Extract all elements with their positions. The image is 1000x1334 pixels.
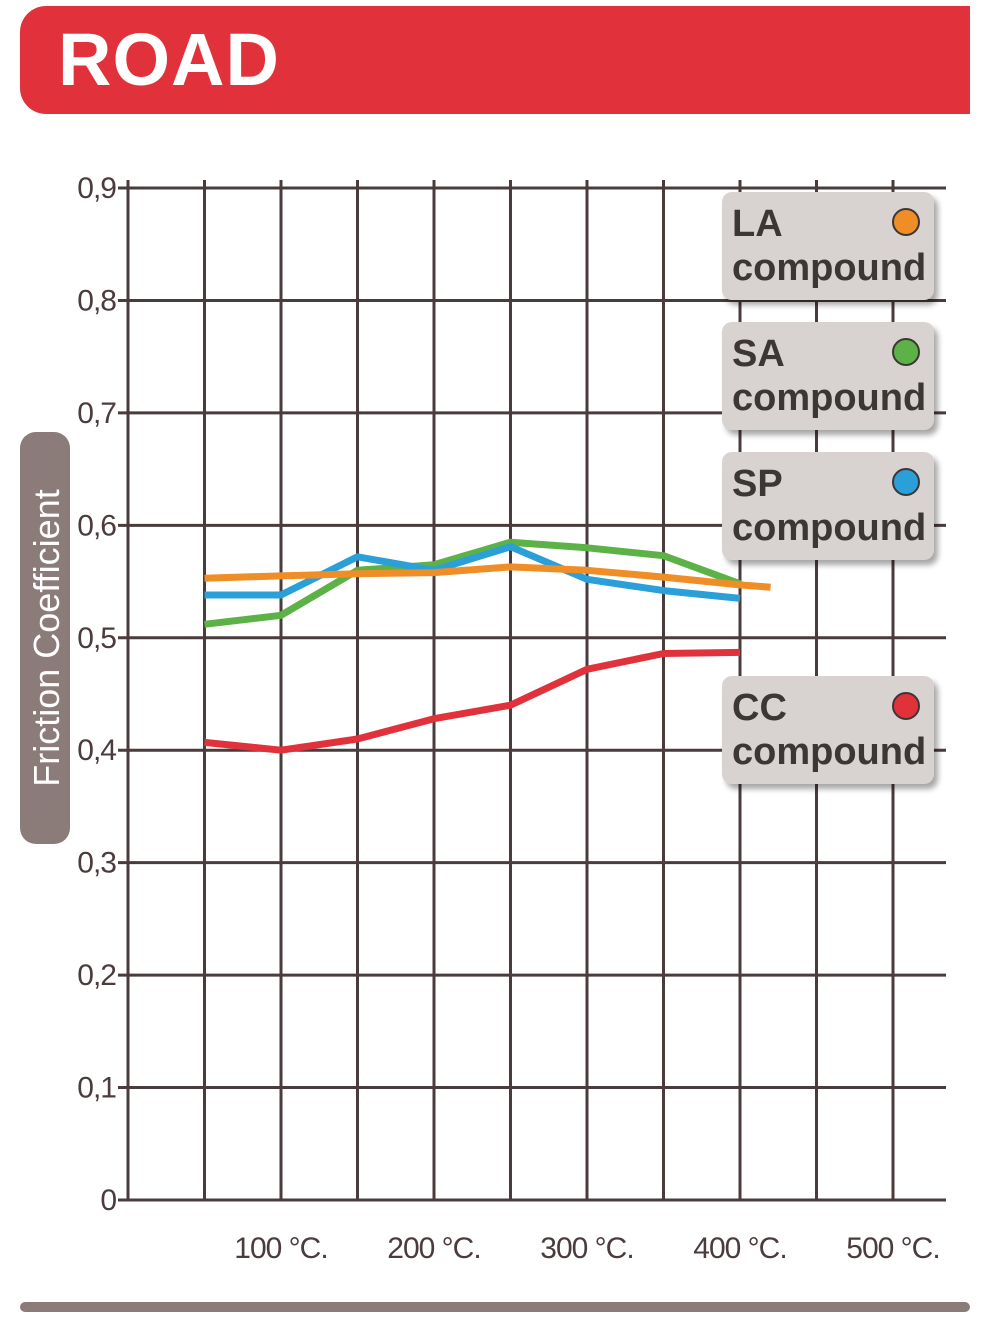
legend-code: LA	[732, 203, 783, 245]
x-tick-label: 400 °C.	[693, 1232, 786, 1265]
y-tick-label: 0,5	[77, 622, 116, 655]
title-banner: ROAD	[20, 6, 970, 114]
legend-label: compound	[732, 507, 927, 549]
y-tick-label: 0	[100, 1184, 116, 1217]
legend-dot-icon	[892, 338, 920, 366]
x-tick-label: 500 °C.	[846, 1232, 939, 1265]
chart-title: ROAD	[58, 18, 280, 101]
x-tick-label: 100 °C.	[234, 1232, 327, 1265]
legend-label: compound	[732, 731, 927, 773]
legend-label: compound	[732, 247, 927, 289]
y-tick-label: 0,8	[77, 284, 116, 317]
legend-item-sp: SP compound	[722, 452, 934, 560]
series-line-cc	[204, 648, 741, 754]
legend-code: CC	[732, 687, 787, 729]
y-tick-label: 0,3	[77, 847, 116, 880]
legend-dot-icon	[892, 692, 920, 720]
legend-item-cc: CC compound	[722, 676, 934, 784]
x-tick-label: 300 °C.	[540, 1232, 633, 1265]
legend-dot-icon	[892, 468, 920, 496]
legend-label: compound	[732, 377, 927, 419]
series-line-sp	[204, 543, 741, 602]
series-line-sa	[204, 538, 742, 628]
y-tick-label: 0,1	[77, 1072, 116, 1105]
legend-code: SA	[732, 333, 785, 375]
legend-code: SP	[732, 463, 783, 505]
y-tick-label: 0,6	[77, 509, 116, 542]
legend-item-la: LA compound	[722, 192, 934, 300]
legend-dot-icon	[892, 208, 920, 236]
y-tick-label: 0,4	[77, 734, 116, 767]
y-tick-label: 0,9	[77, 172, 116, 205]
legend-item-sa: SA compound	[722, 322, 934, 430]
y-axis-label: Friction Coefficient	[26, 489, 67, 786]
y-tick-label: 0,7	[77, 397, 116, 430]
y-tick-label: 0,2	[77, 959, 116, 992]
series-line-la	[204, 563, 771, 591]
x-tick-label: 200 °C.	[387, 1232, 480, 1265]
y-axis-label-bg	[20, 432, 70, 844]
bottom-divider	[20, 1302, 970, 1312]
